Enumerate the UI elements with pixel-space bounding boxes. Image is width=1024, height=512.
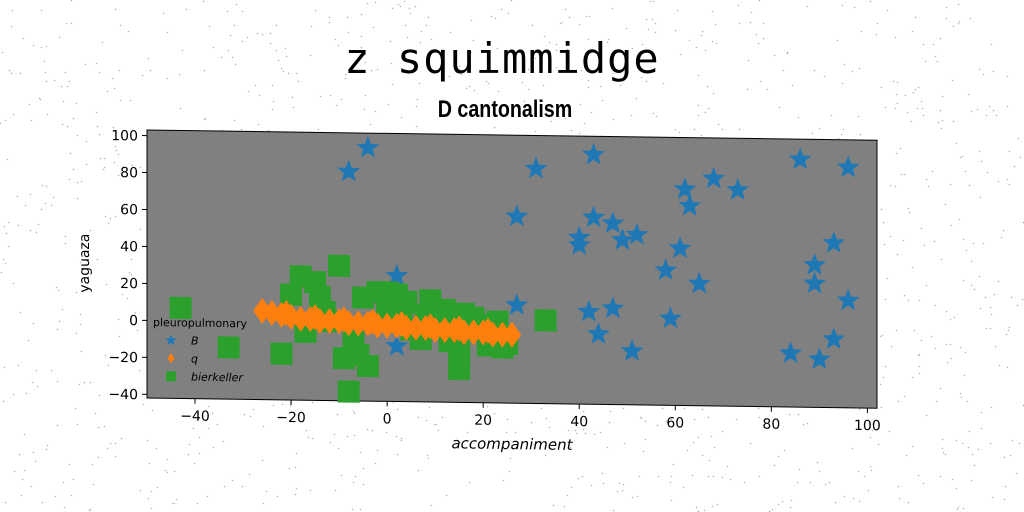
star-point (620, 339, 644, 362)
diamond-point (502, 321, 522, 348)
legend-title: pleuropulmonary (153, 316, 247, 330)
axes: −40 −20 0 20 40 60 80 100 −40 −20 0 20 40 60 80 100 (108, 128, 880, 434)
star-point (385, 263, 409, 286)
legend-label-q: q (191, 353, 198, 366)
diamond-point (392, 310, 411, 337)
star-point (524, 156, 548, 179)
star-point (788, 147, 812, 170)
diamond-point (305, 304, 325, 331)
star-point (654, 258, 678, 281)
star-point (702, 166, 726, 189)
star-point (577, 299, 601, 322)
y-tick-label: −20 (108, 350, 138, 366)
star-point (673, 177, 697, 200)
square-point (356, 354, 379, 378)
diamond-point (464, 319, 483, 346)
diamond-point (320, 308, 339, 335)
legend-label-B: B (191, 335, 199, 348)
legend-label-bierkeller: bierkeller (191, 371, 244, 385)
y-tick-label: 100 (111, 128, 138, 144)
star-point (582, 205, 606, 228)
square-point (337, 380, 360, 403)
diamond-point (493, 321, 512, 348)
star-point (601, 211, 625, 234)
star-point (726, 178, 750, 200)
x-tick-label: 0 (383, 411, 392, 427)
y-tick-label: 80 (120, 165, 138, 181)
square-point (328, 254, 351, 277)
star-point (385, 334, 409, 356)
star-point (687, 271, 711, 294)
star-point (779, 341, 802, 364)
square-point (280, 283, 303, 306)
x-tick-label: 60 (666, 415, 684, 431)
square-point (169, 296, 192, 320)
series-q (253, 297, 522, 348)
legend: pleuropulmonary Bq bierkeller (153, 316, 247, 384)
star-point (567, 233, 591, 255)
star-point (567, 225, 591, 248)
diamond-point (349, 310, 368, 337)
star-point (601, 296, 625, 319)
x-tick-label: −40 (180, 409, 210, 425)
star-point (611, 228, 634, 250)
diamond-point (378, 312, 397, 339)
x-tick-label: −20 (276, 410, 306, 426)
y-tick-label: 40 (120, 239, 138, 255)
series-B (337, 135, 860, 370)
star-point (582, 142, 606, 165)
star-point (337, 159, 361, 182)
square-point (534, 309, 557, 332)
x-tick-label: 80 (762, 417, 780, 433)
star-point (356, 135, 380, 158)
square-point (448, 339, 471, 362)
diamond-point (334, 306, 354, 333)
diamond-point (478, 317, 498, 344)
x-tick-label: 40 (570, 414, 588, 430)
diamond-point (406, 314, 426, 341)
y-tick-label: −40 (108, 387, 138, 403)
star-point (808, 347, 831, 370)
star-point (659, 306, 682, 329)
star-point (505, 293, 529, 316)
star-point (803, 253, 826, 275)
y-axis-label: yaguaza (77, 233, 93, 292)
diamond-point (435, 317, 454, 344)
figure-suptitle: z squimmidge (344, 34, 660, 83)
legend-marker-q (167, 353, 175, 364)
square-point (270, 342, 293, 365)
x-tick-label: 100 (854, 418, 881, 434)
square-point (395, 290, 418, 314)
star-point (587, 322, 610, 344)
x-tick-label: 20 (474, 413, 492, 429)
square-point (217, 336, 240, 359)
star-point (678, 194, 702, 216)
y-tick-label: 20 (120, 276, 138, 292)
diamond-point (421, 313, 440, 340)
plot-area (146, 129, 878, 409)
star-point (836, 155, 860, 178)
diamond-point (363, 308, 382, 335)
x-axis-label: accompaniment (451, 434, 573, 454)
star-point (822, 231, 846, 253)
y-tick-label: 60 (120, 202, 138, 218)
star-point (803, 271, 826, 294)
star-point (668, 236, 692, 259)
data-marks (169, 135, 860, 403)
chart-title: D cantonalism (437, 96, 573, 123)
star-point (505, 204, 529, 227)
legend-marker-B (165, 334, 177, 346)
y-tick-label: 0 (129, 313, 138, 329)
star-point (822, 327, 846, 350)
diamond-point (450, 315, 469, 342)
diamond-point (277, 300, 296, 327)
square-point (448, 357, 471, 381)
diamond-point (291, 305, 310, 332)
star-point (836, 288, 860, 311)
legend-marker-bierkeller (166, 371, 176, 382)
star-point (625, 222, 649, 245)
